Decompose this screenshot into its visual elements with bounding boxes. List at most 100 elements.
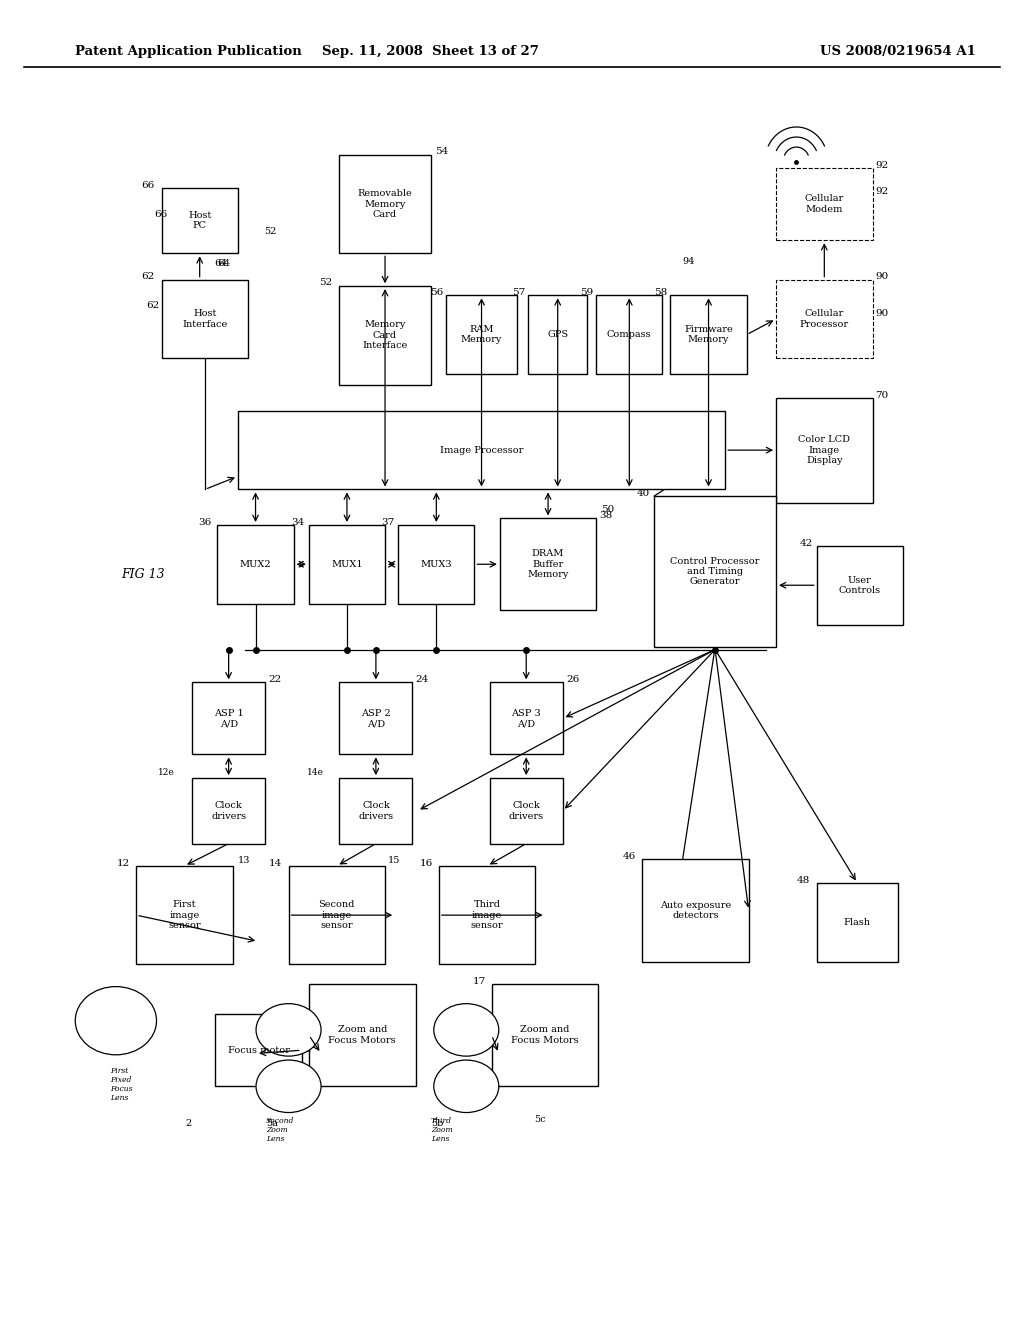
Text: 56: 56 [430,288,443,297]
Ellipse shape [434,1060,499,1113]
Text: 62: 62 [141,272,155,281]
Text: 46: 46 [623,853,636,861]
Text: 71: 71 [96,1007,109,1016]
Text: 64: 64 [217,260,230,268]
Bar [215,1014,302,1086]
Bar [817,546,903,624]
Text: 2: 2 [185,1118,191,1127]
Bar [136,866,232,965]
Bar [309,525,385,603]
Text: 59: 59 [580,288,593,297]
Text: 14: 14 [269,859,283,867]
Text: 16: 16 [420,859,433,867]
Bar [817,883,898,962]
Text: ASP 1
A/D: ASP 1 A/D [214,709,244,729]
Text: 73: 73 [108,1034,120,1043]
Text: First
Fixed
Focus
Lens: First Fixed Focus Lens [110,1067,132,1102]
Bar [528,296,587,374]
Text: Firmware
Memory: Firmware Memory [684,325,733,345]
Bar [776,397,872,503]
Bar [489,777,563,843]
Text: MUX1: MUX1 [331,560,362,569]
Text: Patent Application Publication: Patent Application Publication [75,45,302,58]
Bar [398,525,474,603]
Text: 40: 40 [637,488,650,498]
Text: 34: 34 [292,517,305,527]
Bar [193,682,265,755]
Text: Clock
drivers: Clock drivers [509,801,544,821]
Text: Third
Zoom
Lens: Third Zoom Lens [431,1117,453,1143]
Text: 12e: 12e [158,768,175,777]
Text: Sep. 11, 2008  Sheet 13 of 27: Sep. 11, 2008 Sheet 13 of 27 [323,45,540,58]
Text: ASP 2
A/D: ASP 2 A/D [361,709,391,729]
Text: 92: 92 [876,161,889,170]
Text: 48: 48 [797,876,810,884]
Text: Second
image
sensor: Second image sensor [318,900,355,931]
Text: Color LCD
Image
Display: Color LCD Image Display [799,436,850,465]
Text: 57: 57 [512,288,525,297]
Bar [162,280,248,358]
Text: Host
Interface: Host Interface [182,309,227,329]
Text: MUX3: MUX3 [421,560,453,569]
Text: Zoom and
Focus Motors: Zoom and Focus Motors [329,1026,396,1045]
Text: 22: 22 [268,675,282,684]
Text: 54: 54 [435,147,449,156]
Text: Focus motor: Focus motor [227,1045,290,1055]
Text: US 2008/0219654 A1: US 2008/0219654 A1 [820,45,976,58]
Ellipse shape [434,1003,499,1056]
Text: Compass: Compass [607,330,651,339]
Text: Zoom and
Focus Motors: Zoom and Focus Motors [511,1026,579,1045]
Text: 70: 70 [876,391,889,400]
Bar [339,286,431,384]
Text: First
image
sensor: First image sensor [168,900,201,931]
Text: 26: 26 [566,675,580,684]
Text: 17: 17 [472,977,485,986]
Text: Removable
Memory
Card: Removable Memory Card [357,189,413,219]
Text: 50: 50 [601,504,614,513]
Text: 52: 52 [264,227,276,236]
Text: Control Processor
and Timing
Generator: Control Processor and Timing Generator [671,557,760,586]
Text: Cellular
Modem: Cellular Modem [805,194,844,214]
Text: 62: 62 [146,301,160,310]
Text: 37: 37 [381,517,394,527]
Bar [489,682,563,755]
Text: Clock
drivers: Clock drivers [211,801,246,821]
Bar [193,777,265,843]
Text: 94: 94 [682,257,695,265]
Text: Flash: Flash [844,917,870,927]
Text: 90: 90 [876,309,889,318]
Ellipse shape [256,1003,322,1056]
Text: User
Controls: User Controls [839,576,881,595]
Text: 12: 12 [117,859,130,867]
Bar [339,777,413,843]
Text: 38: 38 [599,511,612,520]
Bar [500,519,596,610]
Text: 5b: 5b [431,1118,443,1127]
Text: 36: 36 [198,517,211,527]
Text: Cellular
Processor: Cellular Processor [800,309,849,329]
Bar [217,525,294,603]
Text: Auto exposure
detectors: Auto exposure detectors [659,900,731,920]
Text: 58: 58 [654,288,668,297]
Text: 4: 4 [305,1045,311,1055]
Bar [289,866,385,965]
Text: 92: 92 [876,187,889,197]
Text: 5a: 5a [266,1118,279,1127]
Bar [339,154,431,253]
Text: DRAM
Buffer
Memory: DRAM Buffer Memory [527,549,568,579]
Bar [596,296,663,374]
Text: 66: 66 [141,181,155,190]
Text: 52: 52 [319,277,332,286]
Text: Host
PC: Host PC [188,211,211,230]
Bar [446,296,517,374]
Bar [654,496,776,647]
Text: Clock
drivers: Clock drivers [358,801,393,821]
Text: RAM
Memory: RAM Memory [461,325,502,345]
Text: Image Processor: Image Processor [440,446,523,454]
Text: 66: 66 [155,210,168,219]
Text: 14e: 14e [307,768,325,777]
Text: 15: 15 [388,857,400,866]
Text: ASP 3
A/D: ASP 3 A/D [511,709,541,729]
Bar [309,983,416,1086]
Bar [162,187,238,253]
